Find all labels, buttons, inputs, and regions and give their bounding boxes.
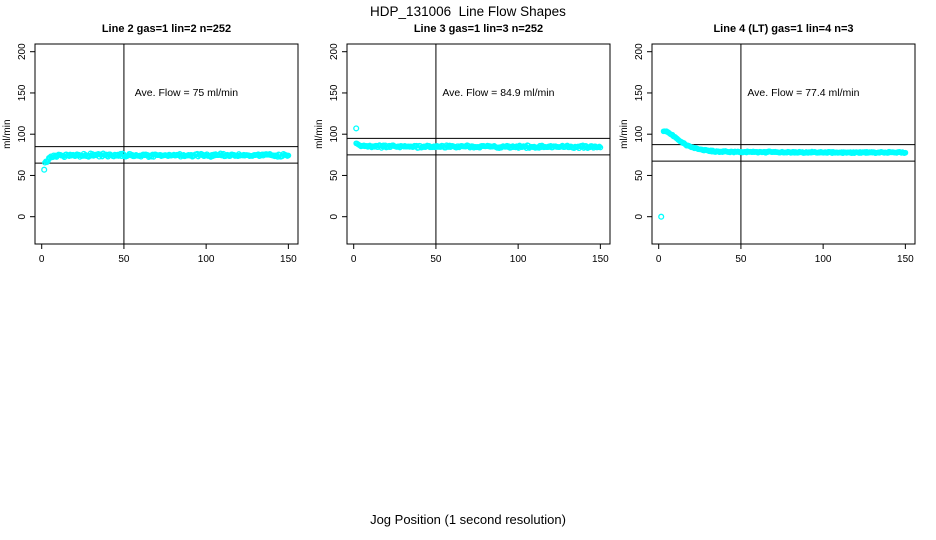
y-axis-tick-label: 150 [329,84,340,101]
x-axis-tick-label: 100 [198,254,215,265]
x-axis-tick-label: 100 [815,254,832,265]
y-axis-title: ml/min [2,119,13,148]
plot-box [651,43,916,245]
panel-title: Line 2 gas=1 lin=2 n=252 [102,23,231,35]
x-axis-tick-label: 50 [430,254,442,265]
x-axis-tick-label: 50 [735,254,747,265]
plot-box [346,43,611,245]
data-points [660,128,909,157]
outlier-point [658,213,665,220]
x-axis-tick-label: 100 [510,254,527,265]
outlier-point [353,125,360,132]
y-axis-tick-label: 150 [634,84,645,101]
y-axis-tick-label: 100 [329,125,340,142]
y-axis-tick-label: 50 [634,169,645,181]
y-axis-tick-label: 100 [17,125,28,142]
panel-figure-1: Line 3 gas=1 lin=3 n=252 0 50 100 150 0 50 100 1… [314,23,611,265]
x-axis-tick-label: 150 [897,254,914,265]
figure-title: HDP_131006 Line Flow Shapes [370,4,566,19]
x-axis-tick-label: 50 [118,254,130,265]
x-axis-tick-label: 0 [656,254,662,265]
x-axis-tick-label: 150 [280,254,297,265]
ave-flow-annotation: Ave. Flow = 75 ml/min [135,87,239,99]
panel-title: Line 3 gas=1 lin=3 n=252 [414,23,543,35]
plot-box [34,43,299,245]
y-axis-title: ml/min [619,119,630,148]
ave-flow-annotation: Ave. Flow = 77.4 ml/min [747,87,859,99]
y-axis-tick-label: 0 [17,213,28,219]
data-point [597,144,604,151]
data-points [42,150,292,166]
y-axis-tick-label: 200 [17,43,28,60]
x-axis-label: Jog Position (1 second resolution) [370,512,566,527]
x-axis-tick-label: 0 [351,254,357,265]
y-axis-title: ml/min [314,119,325,148]
data-point [902,149,909,156]
panel-figure-0: Line 2 gas=1 lin=2 n=252 0 50 100 150 0 50 100 1… [2,23,299,265]
y-axis-tick-label: 0 [634,213,645,219]
data-points [353,140,604,152]
x-axis-tick-label: 0 [39,254,45,265]
ave-flow-annotation: Ave. Flow = 84.9 ml/min [442,87,554,99]
y-axis-tick-label: 150 [17,84,28,101]
y-axis-tick-label: 50 [17,169,28,181]
panel-title: Line 4 (LT) gas=1 lin=4 n=3 [713,23,853,35]
x-axis-tick-label: 150 [592,254,609,265]
panel-figure-2: Line 4 (LT) gas=1 lin=4 n=3 0 50 100 150 0 50 1… [619,23,916,265]
y-axis-tick-label: 50 [329,169,340,181]
data-point [285,152,292,159]
y-axis-tick-label: 100 [634,125,645,142]
outlier-point [41,166,48,173]
y-axis-tick-label: 0 [329,213,340,219]
data-point [596,143,603,150]
y-axis-tick-label: 200 [329,43,340,60]
y-axis-tick-label: 200 [634,43,645,60]
